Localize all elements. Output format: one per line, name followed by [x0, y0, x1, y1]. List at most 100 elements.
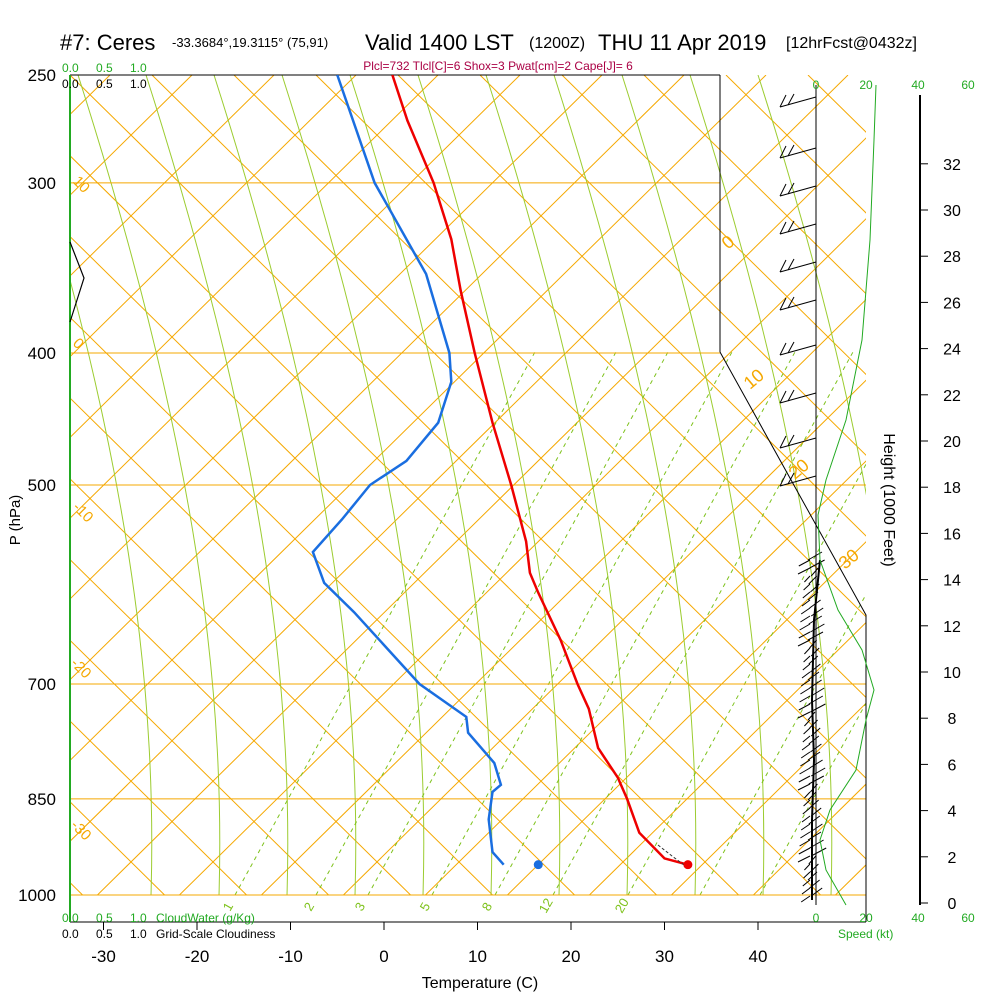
wind-speed-profile	[817, 84, 877, 906]
wind-barb	[801, 743, 811, 751]
wind-barb	[807, 831, 822, 841]
wind-barb	[803, 727, 811, 735]
wind-barb	[779, 145, 787, 159]
wind-barb	[797, 855, 811, 863]
wind-barb	[800, 759, 811, 767]
isotherm-label: 10	[740, 365, 768, 393]
wind-barb	[800, 615, 811, 623]
wind-barb	[807, 711, 816, 721]
wind-barb	[787, 93, 795, 106]
wind-barb	[787, 182, 795, 195]
dry-adiabat-line	[70, 397, 576, 895]
wind-barb	[800, 679, 811, 687]
cloud-tick: 0.5	[96, 61, 113, 75]
wind-barb	[798, 775, 811, 783]
wind-barb	[797, 639, 811, 647]
wind-barb	[802, 807, 811, 815]
wind-barb	[779, 342, 787, 356]
moist-adiabat-line	[621, 75, 765, 895]
wind-barb	[799, 767, 811, 775]
wind-barb	[804, 575, 811, 583]
height-tick-label: 20	[943, 434, 961, 451]
cloud-tick: 0.5	[96, 927, 113, 941]
speed-tick: 0	[813, 78, 820, 92]
height-tick-label: 6	[948, 757, 957, 774]
height-tick-label: 10	[943, 665, 961, 682]
cloud-tick: 0.5	[96, 77, 113, 91]
moist-adiabat-line	[213, 75, 357, 895]
moist-adiabat-lines	[70, 75, 866, 895]
isotherm-line	[506, 541, 866, 895]
wind-barb	[803, 799, 811, 807]
dry-adiabat-line	[972, 75, 1000, 922]
wind-barb-stack	[810, 559, 821, 900]
mixing-ratio-line	[367, 351, 669, 895]
cloud-tick: 1.0	[130, 911, 147, 925]
dry-adiabat-line	[70, 478, 494, 895]
wind-barb	[787, 296, 795, 309]
wind-barb	[810, 607, 824, 617]
wind-barb	[779, 437, 817, 449]
temperature-axis-title: Temperature (C)	[422, 975, 538, 992]
dewpoint-trace	[311, 75, 505, 866]
height-axis-title: Height (1000 Feet)	[880, 433, 897, 566]
speed-axis-title: Speed (kt)	[838, 927, 893, 941]
wind-barb	[797, 783, 811, 791]
height-tick-label: 4	[948, 804, 957, 821]
cloud-tick: 0.0	[62, 77, 79, 91]
height-tick-label: 18	[943, 480, 961, 497]
height-tick-label: 28	[943, 249, 961, 266]
isotherm-line	[178, 218, 866, 895]
speed-tick: 60	[961, 78, 975, 92]
wind-barb	[800, 895, 811, 903]
temperature-tick-label: -20	[185, 947, 210, 966]
wind-barb	[779, 96, 817, 108]
pressure-tick-label: 400	[28, 344, 56, 363]
wind-barb	[787, 144, 795, 157]
moist-adiabat-line	[70, 277, 153, 895]
wind-barb	[787, 434, 795, 447]
wind-barb	[800, 831, 811, 839]
moist-adiabat-line	[553, 75, 697, 895]
wind-barb	[808, 575, 818, 585]
station-title: #7: Ceres	[60, 30, 155, 55]
wind-barb	[779, 392, 817, 404]
speed-tick: 0	[813, 911, 820, 925]
dry-adiabat-lines	[70, 75, 1000, 922]
dry-adiabat-line	[70, 155, 822, 895]
height-tick-label: 32	[943, 157, 961, 174]
moist-adiabat-line	[77, 75, 221, 895]
temperature-axis: -30 -20 -10 0 10 20 30 40	[91, 922, 767, 966]
dry-adiabat-line	[70, 720, 248, 895]
mixing-ratio-labels: 1 2 3 5 8 12 20	[220, 895, 632, 915]
forecast-label: [12hrFcst@0432z]	[786, 35, 917, 52]
utc-time: (1200Z)	[529, 35, 585, 52]
mixing-ratio-label: 8	[479, 900, 496, 914]
wind-barb	[807, 631, 824, 641]
wind-profile-panel	[779, 84, 877, 906]
wind-barb	[779, 185, 817, 197]
mixing-ratio-line	[759, 702, 866, 895]
stability-indices: Plcl=732 Tlcl[C]=6 Shox=3 Pwat[cm]=2 Cap…	[363, 59, 633, 73]
wind-barb	[798, 559, 811, 567]
cloud-tick: 0.0	[62, 61, 79, 75]
wind-barb	[799, 623, 811, 631]
speed-tick: 40	[911, 78, 925, 92]
wind-barb	[779, 344, 817, 356]
wind-barb	[808, 775, 825, 785]
wind-barb	[804, 647, 811, 655]
wind-barb	[810, 567, 819, 577]
wind-barb	[787, 472, 795, 485]
wind-barbs	[779, 93, 827, 903]
cloudwater-scale-bottom: 0.0 0.5 1.0 CloudWater (g/Kg) 0.0 0.5 1.…	[62, 911, 275, 941]
wind-barb	[779, 147, 817, 159]
wind-barb	[800, 751, 811, 759]
wind-barb	[809, 559, 825, 569]
temperature-tick-label: 20	[562, 947, 581, 966]
station-location: -33.3684°,19.3115° (75,91)	[172, 35, 328, 50]
wind-barb	[787, 341, 795, 354]
wind-barb	[779, 221, 787, 235]
wind-barb	[804, 791, 811, 799]
cloud-tick: 1.0	[130, 61, 147, 75]
dry-adiabat-line	[397, 75, 866, 537]
